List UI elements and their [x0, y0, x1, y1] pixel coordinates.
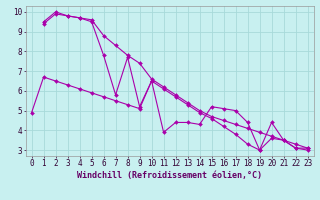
X-axis label: Windchill (Refroidissement éolien,°C): Windchill (Refroidissement éolien,°C)	[77, 171, 262, 180]
